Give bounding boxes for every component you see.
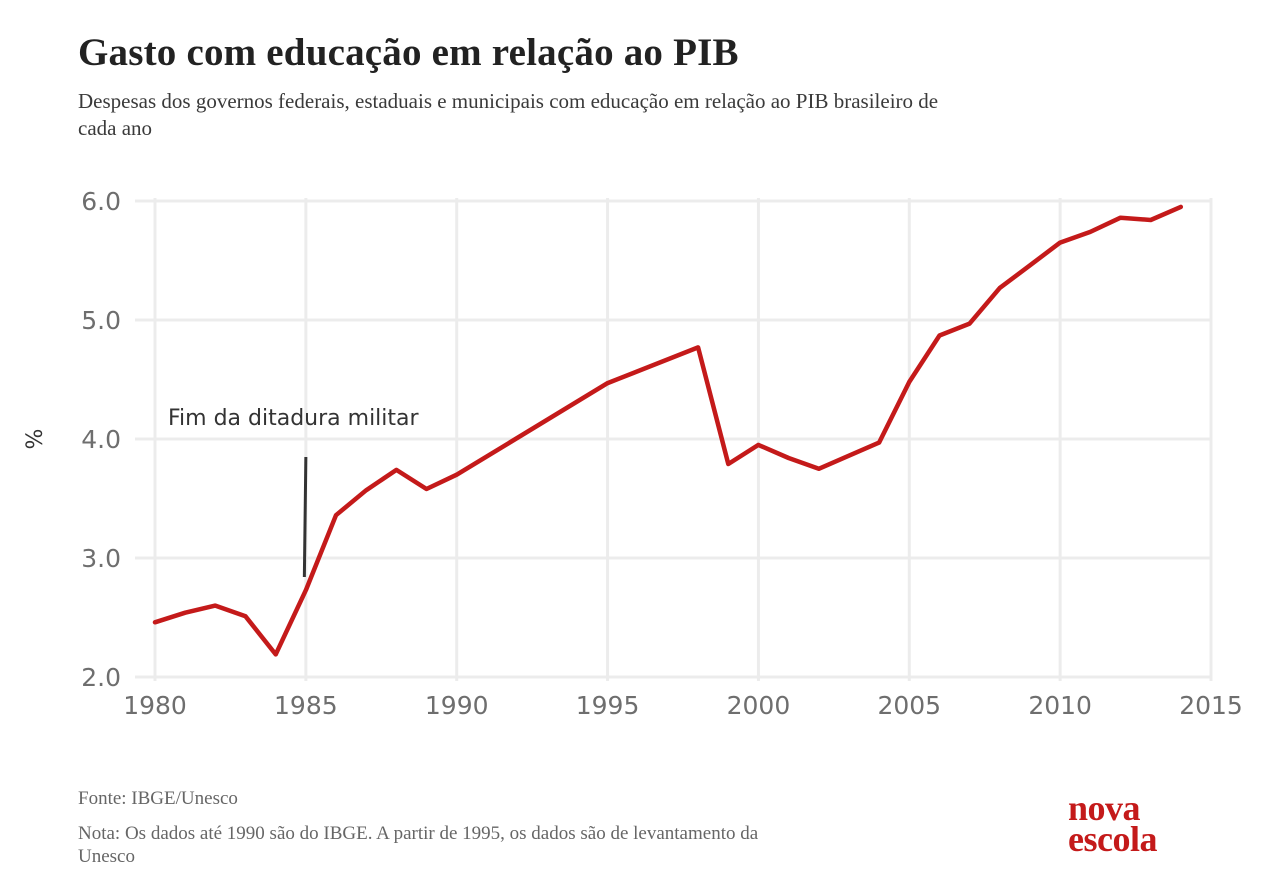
x-tick-label: 2005 bbox=[877, 691, 941, 720]
x-tick-label: 1985 bbox=[274, 691, 338, 720]
logo-line-1: nova bbox=[1068, 788, 1141, 828]
y-tick-label: 6.0 bbox=[81, 187, 121, 216]
y-tick-label: 5.0 bbox=[81, 306, 121, 335]
y-tick-label: 3.0 bbox=[81, 544, 121, 573]
logo-line-2: escola bbox=[1068, 819, 1157, 859]
nova-escola-logo: nova escola bbox=[1068, 788, 1157, 859]
x-axis: 1980 1985 1990 1995 2000 2005 2010 2015 bbox=[123, 691, 1243, 720]
x-tick-label: 2000 bbox=[727, 691, 791, 720]
x-tick-label: 1980 bbox=[123, 691, 187, 720]
x-tick-label: 2010 bbox=[1028, 691, 1092, 720]
grid bbox=[135, 198, 1213, 681]
y-axis: 2.0 3.0 4.0 5.0 6.0 bbox=[81, 187, 121, 692]
x-tick-label: 1990 bbox=[425, 691, 489, 720]
series bbox=[152, 204, 1184, 657]
data-note: Nota: Os dados até 1990 são do IBGE. A p… bbox=[78, 823, 759, 867]
annotation-label: Fim da ditadura militar bbox=[168, 406, 420, 431]
y-axis-label: % bbox=[23, 429, 48, 450]
annotations: Fim da ditadura militar bbox=[168, 406, 420, 578]
y-tick-label: 2.0 bbox=[81, 663, 121, 692]
x-tick-label: 2015 bbox=[1179, 691, 1243, 720]
chart-title: Gasto com educação em relação ao PIB bbox=[78, 31, 739, 74]
y-tick-label: 4.0 bbox=[81, 425, 121, 454]
source-note: Fonte: IBGE/Unesco bbox=[78, 788, 238, 809]
annotation-line bbox=[302, 456, 308, 578]
chart-subtitle: Despesas dos governos federais, estaduai… bbox=[78, 89, 939, 140]
x-tick-label: 1995 bbox=[576, 691, 640, 720]
